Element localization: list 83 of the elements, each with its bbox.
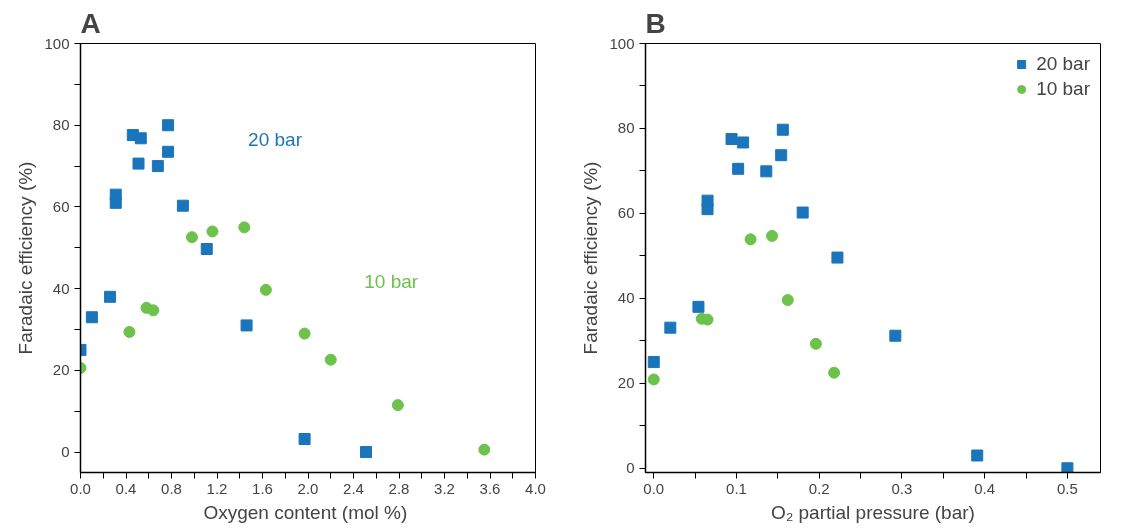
x-tick-label: 0.5	[1056, 479, 1078, 497]
point	[360, 446, 373, 459]
point	[744, 233, 757, 246]
point	[732, 162, 745, 175]
point	[132, 157, 145, 170]
point	[185, 231, 198, 244]
point	[259, 283, 272, 296]
x-tick-label: 2.0	[297, 479, 319, 497]
point	[298, 433, 311, 445]
y-tick-label: 0	[61, 443, 70, 461]
x-tick-label: 1.2	[206, 479, 228, 497]
x-tick-label: 4.0	[525, 479, 546, 497]
point	[200, 243, 213, 256]
x-axis-title: Oxygen content (mol %)	[203, 501, 408, 523]
point	[176, 199, 189, 212]
y-tick-label: 80	[52, 116, 70, 134]
point	[664, 321, 677, 334]
point	[1061, 462, 1074, 473]
point	[725, 133, 738, 146]
x-tick-label: 0.2	[808, 479, 830, 497]
point	[776, 123, 789, 136]
x-tick-label: 1.6	[252, 479, 273, 497]
x-tick-label: 0.4	[115, 479, 137, 497]
x-tick-label: 0.8	[161, 479, 182, 497]
y-axis-title: Faradaic efficiency (%)	[580, 161, 602, 355]
point	[240, 319, 253, 332]
point	[162, 119, 175, 132]
y-tick-label: 100	[44, 34, 70, 52]
y-tick-label: 100	[609, 34, 635, 52]
point	[737, 136, 750, 149]
point	[760, 165, 773, 178]
x-tick-label: 3.2	[434, 479, 455, 497]
y-tick-label: 40	[52, 279, 70, 297]
point	[828, 366, 841, 379]
point	[971, 449, 984, 462]
point	[151, 160, 164, 173]
point	[109, 196, 122, 209]
y-tick-label: 0	[626, 459, 635, 477]
chart-title: B	[645, 7, 666, 39]
point	[123, 325, 136, 338]
point	[85, 311, 98, 324]
point	[391, 399, 404, 412]
point	[478, 443, 491, 456]
y-axis-title: Faradaic efficiency (%)	[15, 161, 37, 355]
text: 20 bar	[248, 129, 303, 151]
legend-label: 10 bar	[1036, 78, 1090, 100]
x-tick-label: 0.3	[891, 479, 913, 497]
point	[298, 327, 311, 340]
point	[781, 294, 794, 307]
y-tick-label: 20	[52, 361, 70, 379]
point	[809, 337, 822, 350]
x-axis-title: O₂ partial pressure (bar)	[771, 501, 975, 523]
x-tick-label: 3.6	[479, 479, 501, 497]
x-tick-label: 2.8	[388, 479, 410, 497]
chart-title: A	[80, 7, 101, 39]
point	[796, 206, 809, 219]
point	[324, 353, 337, 366]
y-tick-label: 40	[617, 289, 635, 307]
point	[889, 329, 902, 342]
point	[766, 229, 779, 242]
point	[134, 132, 147, 145]
point	[701, 203, 714, 216]
legend-label: 20 bar	[1036, 53, 1090, 75]
point	[206, 225, 219, 238]
point	[647, 373, 660, 386]
y-tick-label: 20	[617, 374, 635, 392]
x-tick-label: 0.4	[974, 479, 996, 497]
point	[104, 290, 117, 303]
y-tick-label: 60	[52, 197, 70, 215]
x-tick-label: 0.0	[643, 479, 665, 497]
x-tick-label: 0.0	[70, 479, 91, 497]
y-tick-label: 80	[617, 119, 635, 137]
text: 10 bar	[364, 271, 419, 293]
point	[692, 300, 705, 313]
point	[162, 145, 175, 158]
point	[775, 149, 788, 162]
point	[238, 221, 251, 234]
point	[831, 251, 844, 264]
x-tick-label: 2.4	[343, 479, 364, 497]
x-tick-label: 0.1	[726, 479, 747, 497]
point	[647, 356, 660, 369]
point	[147, 304, 160, 317]
y-tick-label: 60	[617, 204, 635, 222]
